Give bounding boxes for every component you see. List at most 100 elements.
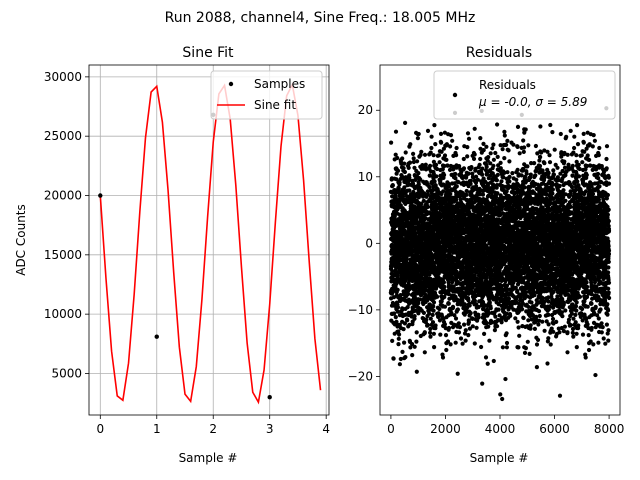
residual-point: [500, 345, 505, 350]
residual-point: [448, 191, 453, 197]
residual-point: [438, 332, 443, 337]
residual-point: [418, 152, 423, 158]
residual-point: [470, 324, 475, 329]
residual-point: [454, 153, 459, 158]
residual-point: [464, 192, 469, 197]
residual-point: [418, 177, 423, 182]
residual-point: [491, 358, 496, 364]
sine-fit-legend-box: [210, 70, 323, 120]
sine-fit-xlabel: Sample #: [179, 451, 238, 465]
sine-fit-curve: [99, 82, 322, 405]
residual-point: [395, 155, 400, 161]
residual-point: [396, 342, 401, 347]
residual-point: [487, 338, 492, 343]
residual-point: [431, 304, 436, 309]
residual-point: [460, 341, 465, 346]
residual-point: [402, 340, 407, 345]
residual-point: [495, 324, 500, 329]
residual-point: [461, 156, 466, 162]
residual-point: [414, 339, 419, 344]
residual-point: [506, 148, 511, 153]
residual-point: [508, 313, 513, 318]
residual-point: [397, 199, 402, 204]
residual-point: [490, 146, 495, 151]
residual-point: [515, 319, 520, 324]
sine-fit-y-tick-label: 20000: [44, 189, 82, 203]
residual-point: [432, 123, 437, 128]
residual-point: [448, 133, 454, 138]
residual-point: [440, 355, 446, 360]
residual-point: [442, 304, 448, 309]
residual-point: [495, 172, 500, 177]
residual-point: [446, 325, 452, 331]
residual-point: [391, 356, 396, 361]
residual-point: [422, 350, 427, 355]
residual-point: [402, 321, 407, 326]
residual-point: [471, 156, 477, 161]
residual-point: [495, 154, 500, 159]
residual-point: [453, 316, 459, 321]
residual-point: [397, 322, 402, 327]
residual-point: [442, 322, 447, 327]
residual-point: [407, 188, 412, 193]
residual-point: [443, 333, 449, 338]
residual-point: [480, 166, 485, 171]
residual-point: [416, 301, 421, 306]
residual-point: [488, 306, 493, 311]
sine-fit-x-tick-label: 1: [153, 422, 161, 436]
residual-point: [411, 151, 416, 156]
residual-point: [500, 147, 505, 152]
residual-point: [420, 163, 425, 168]
residual-point: [403, 150, 408, 155]
residual-point: [482, 331, 487, 336]
residual-point: [493, 150, 498, 156]
residual-point: [466, 136, 472, 141]
residual-point: [515, 167, 520, 172]
residual-point: [435, 294, 440, 299]
residual-point: [429, 134, 434, 139]
residual-point: [410, 353, 415, 358]
residual-point: [431, 300, 437, 305]
legend-samples-marker: [228, 81, 234, 87]
residual-point: [480, 381, 485, 386]
residual-point: [397, 362, 402, 367]
residual-point: [433, 142, 438, 147]
residual-point: [522, 145, 527, 150]
residual-point: [507, 159, 512, 164]
residual-point: [396, 336, 401, 341]
residual-point: [484, 144, 489, 149]
residual-point: [392, 214, 397, 219]
residual-point: [450, 138, 455, 143]
residual-point: [516, 345, 521, 350]
sine-fit-frame: [88, 64, 330, 416]
residual-point: [437, 160, 442, 165]
residual-point: [492, 328, 497, 333]
residual-point: [504, 142, 509, 147]
residual-point: [432, 345, 437, 350]
sine-fit-y-tick-label: 30000: [44, 70, 82, 84]
residuals-panel: Residuals 0 2000 4000 6000 8000 −20−1001020 …: [348, 45, 625, 465]
residual-point: [463, 338, 468, 343]
residual-point: [479, 344, 484, 350]
residual-point: [421, 310, 426, 315]
residual-point: [511, 142, 516, 147]
residual-point: [419, 149, 424, 154]
residual-point: [393, 315, 398, 320]
residual-point: [414, 217, 419, 222]
residual-point: [480, 192, 486, 197]
legend-samples-label: Samples: [254, 77, 305, 91]
sample-point: [154, 334, 159, 339]
residual-point: [462, 322, 467, 327]
residual-point: [496, 307, 501, 312]
residual-point: [456, 321, 461, 326]
residual-point: [465, 145, 470, 150]
residual-point: [522, 185, 527, 190]
residual-point: [439, 140, 444, 145]
residual-point: [425, 204, 430, 210]
residual-point: [416, 311, 421, 316]
sine-fit-y-tick-label: 10000: [44, 307, 82, 321]
residual-point: [504, 331, 509, 336]
residual-point: [396, 186, 401, 191]
